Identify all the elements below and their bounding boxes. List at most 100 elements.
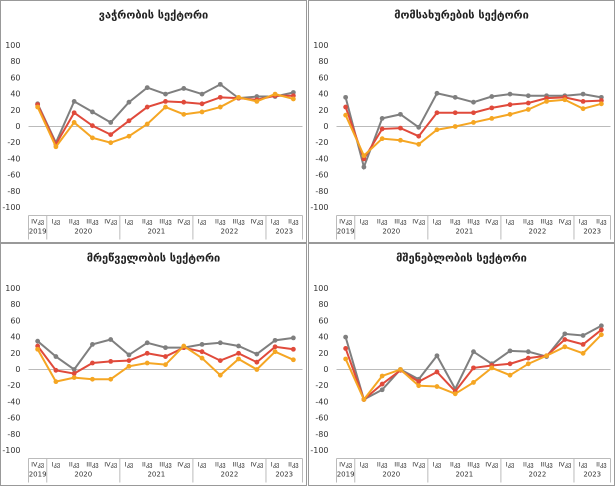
point xyxy=(71,98,77,104)
point xyxy=(254,351,260,357)
x-group-label: 2023 xyxy=(583,228,601,236)
point xyxy=(236,356,241,362)
point xyxy=(144,350,150,356)
point xyxy=(562,337,568,342)
point xyxy=(236,94,241,100)
x-tick-label: Iკვ xyxy=(198,461,207,469)
point xyxy=(398,137,403,143)
x-tick-label: IIIკვ xyxy=(232,461,244,469)
point xyxy=(580,98,586,104)
point xyxy=(35,346,41,352)
x-group-label: 2020 xyxy=(74,228,92,236)
chart-title: მრეწველობის სექტორი xyxy=(87,252,220,265)
point xyxy=(525,349,531,355)
point xyxy=(163,362,168,368)
chart-panel: მომსახურების სექტორი -100 -80 -60 -40 -20 0 20 4… xyxy=(308,0,615,243)
point xyxy=(580,341,586,347)
y-tick-label: 100 xyxy=(5,284,20,293)
point xyxy=(236,350,241,356)
x-tick-label: IVკვ xyxy=(104,461,117,469)
point xyxy=(489,365,495,371)
point xyxy=(361,164,367,170)
point xyxy=(217,372,223,378)
point xyxy=(471,365,476,371)
x-tick-label: Iკვ xyxy=(579,461,588,469)
point xyxy=(71,371,77,376)
point xyxy=(254,98,260,104)
point xyxy=(434,90,440,96)
x-tick-label: Iკვ xyxy=(433,461,442,469)
y-tick-label: 100 xyxy=(313,284,328,293)
x-tick-label: IVკვ xyxy=(31,218,44,226)
point xyxy=(144,85,150,91)
point xyxy=(144,340,150,346)
y-tick-label: 20 xyxy=(10,106,20,115)
x-group-label: 2021 xyxy=(147,471,165,479)
point xyxy=(290,335,296,341)
point xyxy=(236,343,241,349)
x-tick-label: IIIკვ xyxy=(394,218,406,226)
y-tick-label: -80 xyxy=(315,430,328,439)
x-tick-label: IVკვ xyxy=(250,218,263,226)
point xyxy=(144,104,150,110)
y-tick-label: 80 xyxy=(318,57,328,66)
x-tick-label: IVკვ xyxy=(558,461,571,469)
point xyxy=(452,124,458,129)
point xyxy=(471,120,476,125)
y-tick-label: 60 xyxy=(318,73,328,82)
x-tick-label: IVკვ xyxy=(485,218,498,226)
point xyxy=(434,369,440,375)
point xyxy=(343,112,349,118)
x-tick-label: IVკვ xyxy=(31,461,44,469)
point xyxy=(272,349,278,355)
point xyxy=(452,94,458,100)
point xyxy=(544,98,549,104)
point xyxy=(254,359,260,365)
point xyxy=(181,86,187,91)
y-tick-label: 0 xyxy=(15,122,20,131)
x-tick-label: IIკვ xyxy=(288,218,298,226)
x-tick-label: IIკვ xyxy=(377,461,387,469)
x-group-label: 2021 xyxy=(455,471,473,479)
point xyxy=(398,125,403,131)
point xyxy=(90,109,95,115)
point xyxy=(217,104,223,110)
point xyxy=(343,346,349,351)
chart-title: მშენებლობის სექტორი xyxy=(396,252,527,265)
point xyxy=(434,110,440,116)
y-tick-label: 20 xyxy=(318,106,328,115)
y-tick-label: -100 xyxy=(2,446,20,455)
point xyxy=(181,99,187,105)
chart-panel: მშენებლობის სექტორი -100 -80 -60 -40 -20 0 20 40… xyxy=(308,243,615,486)
x-group-label: 2020 xyxy=(382,471,400,479)
point xyxy=(71,367,77,372)
x-tick-label: Iკვ xyxy=(271,218,280,226)
x-group-label: 2019 xyxy=(29,228,47,236)
y-tick-label: 80 xyxy=(10,57,20,66)
y-tick-label: 80 xyxy=(10,300,20,309)
point xyxy=(126,358,132,363)
x-tick-label: IIკვ xyxy=(377,218,387,226)
point xyxy=(108,120,114,125)
x-group-label: 2022 xyxy=(221,471,239,479)
y-tick-label: -60 xyxy=(7,414,20,423)
point xyxy=(144,360,150,366)
y-tick-label: 20 xyxy=(10,349,20,358)
x-tick-label: IIIკვ xyxy=(159,461,171,469)
point xyxy=(126,352,132,358)
x-tick-label: IIკვ xyxy=(69,218,79,226)
y-tick-label: 60 xyxy=(10,73,20,82)
y-tick-label: 60 xyxy=(318,316,328,325)
point xyxy=(489,105,495,111)
y-tick-label: 0 xyxy=(15,365,20,374)
point xyxy=(416,133,422,139)
x-tick-label: Iკვ xyxy=(125,461,134,469)
y-tick-label: -60 xyxy=(315,414,328,423)
x-tick-label: IIIკვ xyxy=(540,218,552,226)
point xyxy=(379,387,385,393)
point xyxy=(199,341,205,347)
x-tick-label: IVკვ xyxy=(177,461,190,469)
chart-title: ვაჭრობის სექტორი xyxy=(99,9,208,22)
y-tick-label: -80 xyxy=(315,187,328,196)
